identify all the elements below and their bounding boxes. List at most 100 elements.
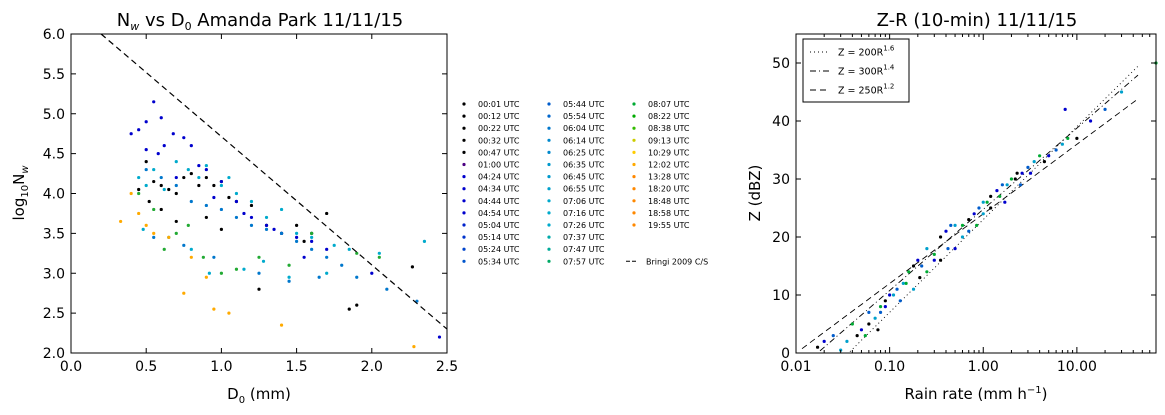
legend-marker <box>547 199 551 203</box>
left-data-point <box>152 167 156 172</box>
right-data-point <box>1075 136 1079 140</box>
left-data-point <box>137 175 141 180</box>
right-data-point <box>989 194 993 198</box>
legend-marker <box>632 138 636 142</box>
left-data-point <box>264 223 269 227</box>
right-data-point <box>938 235 943 239</box>
left-data-point <box>437 335 442 339</box>
legend-entry-label: 07:26 UTC <box>563 221 605 230</box>
left-y-tick-label: 4.0 <box>43 187 65 203</box>
legend-marker <box>462 199 466 203</box>
right-data-point <box>873 316 877 320</box>
right-data-point <box>1015 171 1019 175</box>
legend-marker <box>547 247 551 251</box>
left-data-point <box>234 199 239 204</box>
left-data-point <box>119 219 123 224</box>
left-y-tick-label: 6.0 <box>43 27 65 43</box>
legend-marker <box>462 102 466 106</box>
left-data-point <box>174 183 178 188</box>
legend-entry-label: 00:12 UTC <box>478 112 520 121</box>
left-data-point <box>204 175 208 180</box>
legend-marker <box>462 223 466 227</box>
right-data-point <box>1042 160 1047 164</box>
right-data-point <box>985 200 989 204</box>
zr-scatter-chart: Z-R (10-min) 11/11/15 0.01 0.10 1.00 10.00 … <box>746 10 1158 403</box>
right-data-point <box>867 310 871 314</box>
left-scatter-points <box>119 100 442 349</box>
right-y-tick-label: 50 <box>772 56 790 72</box>
right-data-point <box>883 305 887 309</box>
left-data-point <box>219 207 223 212</box>
left-data-point <box>249 199 254 204</box>
left-data-point <box>197 163 201 168</box>
left-data-point <box>317 275 321 279</box>
right-data-point <box>891 293 896 297</box>
left-data-point <box>137 211 141 216</box>
left-data-point <box>144 167 148 172</box>
left-data-point <box>242 267 246 271</box>
zr-legend-label: Z = 300R1.4 <box>838 64 895 78</box>
left-data-point <box>347 247 351 251</box>
right-data-point <box>867 322 871 326</box>
legend-entry-label: 06:25 UTC <box>563 148 605 157</box>
right-data-point <box>850 322 854 326</box>
left-data-point <box>377 251 381 255</box>
legend-entry-label: 05:14 UTC <box>478 233 520 242</box>
left-data-point <box>385 287 389 291</box>
legend-marker <box>462 138 466 142</box>
legend-entry-label: 05:54 UTC <box>563 112 605 121</box>
legend-marker <box>547 235 551 239</box>
left-data-point <box>242 211 246 216</box>
left-data-point <box>227 195 231 200</box>
legend-marker <box>462 175 466 179</box>
left-data-point <box>189 199 193 204</box>
right-data-point <box>918 276 922 280</box>
left-data-point <box>219 183 223 188</box>
legend-marker <box>462 126 466 130</box>
left-data-point <box>370 271 374 275</box>
right-scatter-points <box>815 61 1158 352</box>
right-data-point <box>916 258 920 262</box>
left-data-point <box>197 183 201 188</box>
right-data-point <box>1028 171 1033 175</box>
left-data-point <box>144 120 148 124</box>
left-data-point <box>310 239 314 243</box>
left-data-point <box>129 191 133 196</box>
left-data-point <box>287 279 291 283</box>
left-data-point <box>234 267 239 271</box>
left-data-point <box>162 187 166 192</box>
right-x-ticks: 0.01 0.10 1.00 10.00 <box>780 34 1157 375</box>
left-data-point <box>204 215 208 220</box>
legend-entry-label: 04:34 UTC <box>478 185 520 194</box>
left-x-axis-label: D0 (mm) <box>227 385 291 406</box>
right-data-point <box>911 287 916 291</box>
right-y-tick-label: 40 <box>772 114 790 130</box>
right-data-point <box>845 339 849 343</box>
legend-marker <box>547 187 551 191</box>
right-y-tick-label: 10 <box>772 288 790 304</box>
left-y-tick-label: 2.0 <box>43 346 65 362</box>
left-data-point <box>207 271 211 275</box>
legend-marker <box>547 162 551 167</box>
legend-entry-label: 12:02 UTC <box>648 161 690 170</box>
left-data-point <box>189 171 193 176</box>
right-data-point <box>953 247 957 251</box>
right-chart-title: Z-R (10-min) 11/11/15 <box>877 10 1078 31</box>
left-data-point <box>174 191 178 196</box>
left-data-point <box>310 247 314 251</box>
right-data-point <box>1018 183 1023 187</box>
left-data-point <box>204 167 208 172</box>
right-data-point <box>1003 200 1007 204</box>
legend-marker <box>547 175 551 179</box>
legend-entry-label: 08:38 UTC <box>648 124 690 133</box>
right-data-point <box>1063 107 1067 111</box>
left-data-point <box>186 223 190 227</box>
left-data-point <box>204 163 208 168</box>
legend-marker <box>547 114 551 118</box>
legend-marker <box>547 150 551 154</box>
legend-entry-label: 01:00 UTC <box>478 161 520 170</box>
legend-entry-label: 13:28 UTC <box>648 173 690 182</box>
legend-entry-label: 04:54 UTC <box>478 209 520 218</box>
legend-marker <box>462 211 466 215</box>
left-data-point <box>144 160 148 164</box>
